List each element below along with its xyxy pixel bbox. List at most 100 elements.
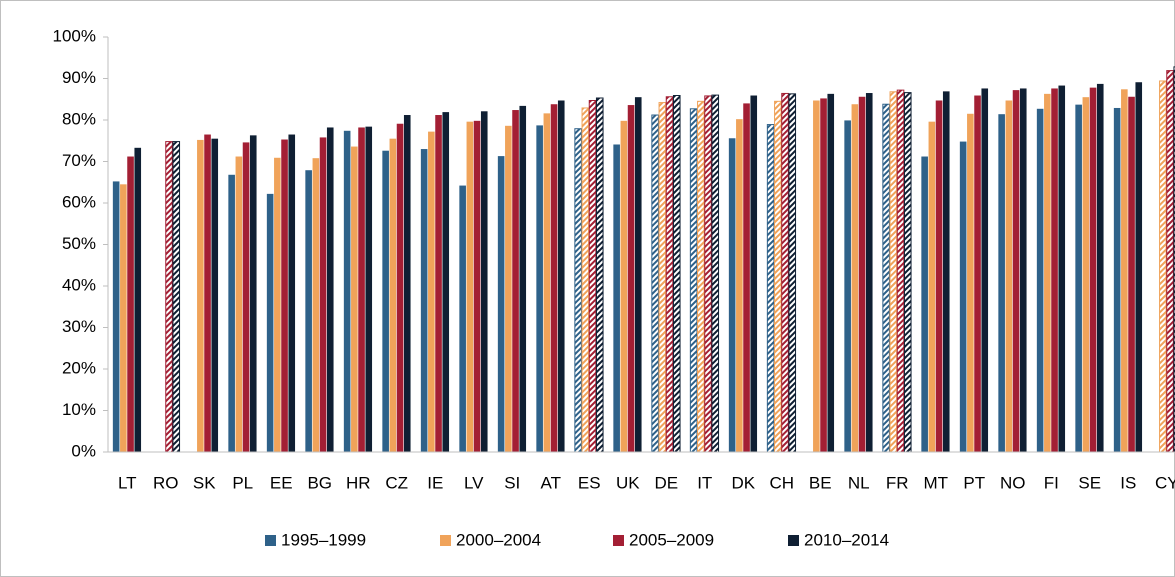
bar bbox=[442, 112, 450, 453]
bar bbox=[165, 141, 173, 453]
bar bbox=[249, 135, 257, 453]
bar bbox=[112, 181, 120, 453]
bar bbox=[543, 113, 551, 453]
x-tick-label: RO bbox=[153, 473, 179, 492]
bar bbox=[820, 98, 827, 453]
bar bbox=[903, 92, 912, 453]
legend-label: 1995–1999 bbox=[281, 530, 366, 549]
bar bbox=[1089, 87, 1097, 452]
x-tick-label: CH bbox=[769, 473, 794, 492]
bar bbox=[1005, 100, 1013, 453]
x-tick-label: IS bbox=[1120, 473, 1136, 492]
bar bbox=[519, 105, 527, 452]
bar bbox=[1075, 104, 1082, 453]
bar bbox=[505, 125, 512, 452]
y-tick-label: 100% bbox=[53, 26, 96, 45]
x-tick-label: NO bbox=[1000, 473, 1026, 492]
y-tick-label: 60% bbox=[62, 192, 96, 211]
bar bbox=[1121, 89, 1128, 452]
x-tick-label: BE bbox=[809, 473, 832, 492]
bar bbox=[343, 130, 351, 453]
x-tick-label: FI bbox=[1044, 473, 1059, 492]
bar bbox=[1058, 85, 1066, 453]
bar bbox=[1159, 80, 1167, 453]
bar bbox=[889, 91, 898, 453]
bar bbox=[935, 100, 943, 453]
bar bbox=[651, 114, 659, 453]
x-tick-label: FR bbox=[886, 473, 909, 492]
y-tick-label: 90% bbox=[62, 68, 96, 87]
bar bbox=[942, 91, 950, 453]
bar bbox=[743, 103, 750, 453]
x-tick-label: IT bbox=[697, 473, 712, 492]
bar bbox=[813, 100, 820, 453]
bar bbox=[665, 96, 674, 453]
bar bbox=[305, 170, 312, 452]
bar bbox=[750, 95, 758, 452]
bar bbox=[172, 141, 181, 453]
bar bbox=[127, 156, 134, 452]
bar bbox=[274, 157, 281, 452]
bar bbox=[428, 131, 435, 452]
x-tick-label: EE bbox=[270, 473, 293, 492]
bar bbox=[1036, 108, 1044, 453]
bar bbox=[550, 104, 558, 452]
x-tick-label: SK bbox=[193, 473, 216, 492]
bar bbox=[921, 156, 928, 452]
bar bbox=[1051, 88, 1058, 453]
bar bbox=[312, 158, 320, 452]
bar bbox=[981, 88, 989, 453]
bar bbox=[351, 146, 358, 452]
y-tick-label: 50% bbox=[62, 234, 96, 253]
y-tick-label: 30% bbox=[62, 317, 96, 336]
bar bbox=[420, 149, 428, 453]
bar bbox=[396, 123, 404, 453]
bar bbox=[672, 95, 681, 453]
legend-label: 2010–2014 bbox=[804, 530, 889, 549]
bar bbox=[389, 138, 397, 453]
bar bbox=[704, 95, 712, 453]
bar bbox=[557, 100, 565, 453]
bar bbox=[967, 113, 974, 453]
x-tick-label: LV bbox=[464, 473, 484, 492]
x-tick-label: PT bbox=[963, 473, 985, 492]
bar bbox=[634, 97, 642, 453]
y-tick-label: 10% bbox=[62, 400, 96, 419]
bar bbox=[620, 120, 628, 452]
x-tick-label: PL bbox=[232, 473, 253, 492]
bar bbox=[1012, 90, 1020, 453]
x-tick-label: CZ bbox=[385, 473, 408, 492]
x-tick-label: UK bbox=[616, 473, 640, 492]
x-tick-label: MT bbox=[923, 473, 948, 492]
bar bbox=[497, 156, 505, 453]
bar bbox=[595, 97, 604, 453]
x-tick-label: SI bbox=[504, 473, 520, 492]
bar bbox=[266, 193, 274, 452]
bar bbox=[512, 110, 519, 452]
bar bbox=[211, 138, 219, 453]
bar bbox=[858, 96, 866, 452]
bar bbox=[1173, 66, 1175, 453]
bar bbox=[1166, 70, 1174, 453]
x-tick-label: BG bbox=[307, 473, 332, 492]
bar bbox=[242, 142, 250, 452]
x-tick-label: DK bbox=[731, 473, 755, 492]
bar bbox=[358, 127, 365, 452]
bar bbox=[326, 127, 334, 452]
bar bbox=[736, 119, 743, 453]
bar bbox=[974, 95, 981, 452]
bar bbox=[588, 99, 597, 453]
bar bbox=[627, 105, 635, 452]
legend-swatch bbox=[265, 535, 276, 546]
bar bbox=[788, 93, 797, 453]
bar bbox=[288, 134, 296, 452]
bar bbox=[581, 107, 590, 453]
y-tick-label: 40% bbox=[62, 275, 96, 294]
bar bbox=[536, 125, 543, 453]
bar bbox=[235, 156, 243, 452]
bar bbox=[781, 92, 789, 453]
x-tick-label: HR bbox=[346, 473, 371, 492]
y-tick-label: 70% bbox=[62, 151, 96, 170]
